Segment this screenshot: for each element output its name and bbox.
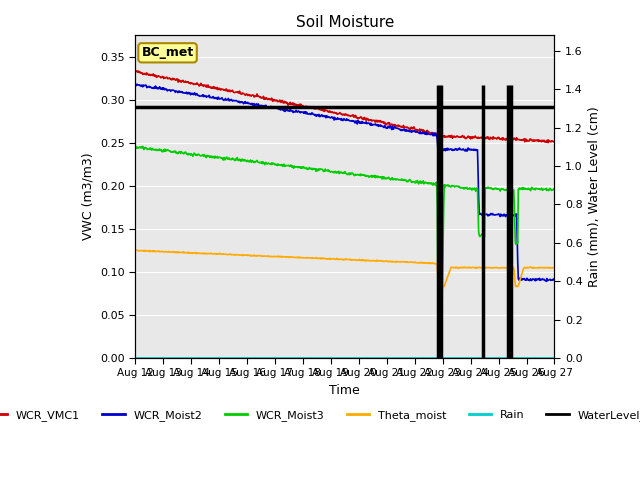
Y-axis label: Rain (mm), Water Level (cm): Rain (mm), Water Level (cm) [588, 106, 601, 287]
Text: BC_met: BC_met [141, 46, 194, 60]
Title: Soil Moisture: Soil Moisture [296, 15, 394, 30]
Legend: WCR_VMC1, WCR_Moist2, WCR_Moist3, Theta_moist, Rain, WaterLevel_cm: WCR_VMC1, WCR_Moist2, WCR_Moist3, Theta_… [0, 406, 640, 425]
Y-axis label: VWC (m3/m3): VWC (m3/m3) [81, 153, 95, 240]
X-axis label: Time: Time [330, 384, 360, 397]
